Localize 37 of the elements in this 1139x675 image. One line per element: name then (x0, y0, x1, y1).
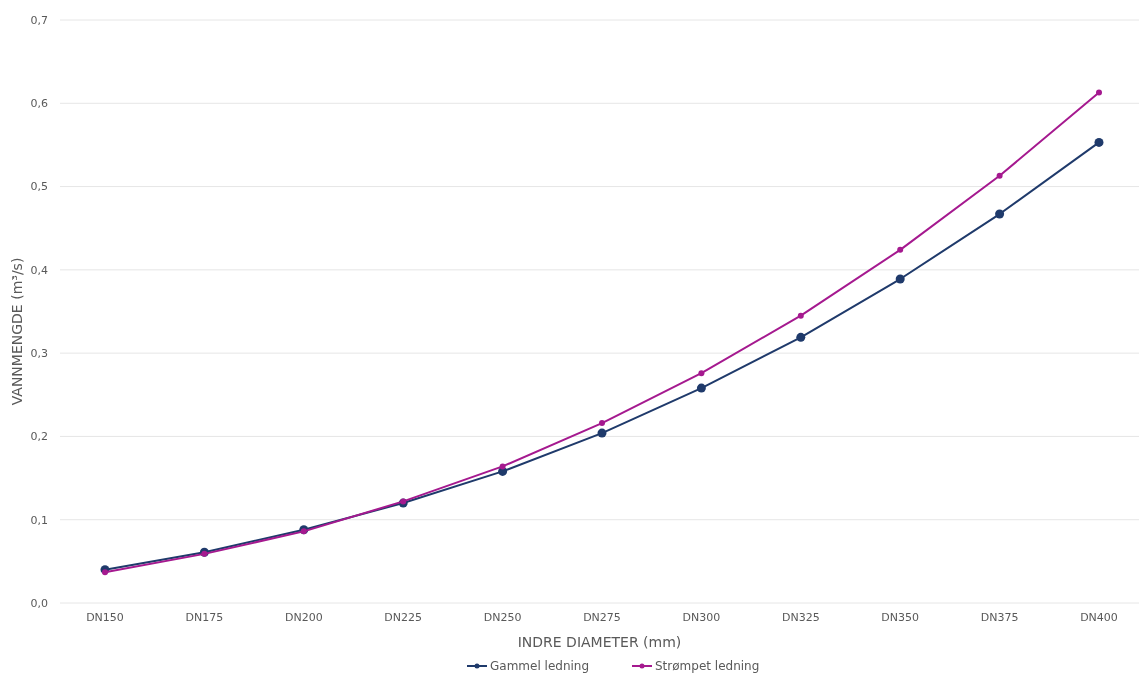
x-tick-label: DN300 (682, 611, 721, 624)
point (696, 383, 706, 393)
point (499, 463, 506, 470)
y-tick-label: 0,3 (30, 346, 48, 360)
x-tick-label: DN150 (86, 611, 124, 624)
y-tick-label: 0,4 (30, 263, 48, 277)
point (599, 420, 605, 427)
x-axis-title: INDRE DIAMETER (mm) (517, 634, 682, 650)
point (897, 246, 904, 253)
x-tick-label: DN225 (384, 611, 423, 624)
x-tick-label: DN400 (1080, 611, 1118, 624)
x-tick-label: DN325 (781, 611, 820, 624)
x-tick-label: DN200 (284, 611, 323, 624)
y-tick-label: 0,7 (30, 13, 48, 27)
y-tick-label: 0,0 (30, 596, 48, 610)
y-tick-label: 0,2 (30, 430, 48, 444)
point (1096, 89, 1102, 96)
point (597, 428, 607, 438)
point (102, 569, 108, 576)
legend-label: Strømpet ledning (655, 659, 760, 674)
x-tick-label: DN250 (483, 611, 522, 624)
x-tick-label: DN350 (881, 611, 920, 624)
x-tick-label: DN275 (583, 611, 621, 624)
y-tick-label: 0,5 (30, 180, 48, 194)
point (895, 274, 905, 284)
y-tick-label: 0,6 (30, 97, 48, 111)
y-axis-title: VANNMENGDE (m³/s) (9, 257, 25, 406)
y-tick-label: 0,1 (30, 513, 48, 527)
point (797, 312, 804, 319)
x-tick-label: DN175 (185, 611, 224, 624)
point (996, 172, 1003, 179)
point (796, 332, 806, 342)
x-tick-label: DN375 (980, 611, 1019, 624)
point (1094, 137, 1104, 147)
point (995, 209, 1005, 219)
legend-label: Gammel ledning (490, 659, 590, 674)
point (698, 370, 705, 377)
